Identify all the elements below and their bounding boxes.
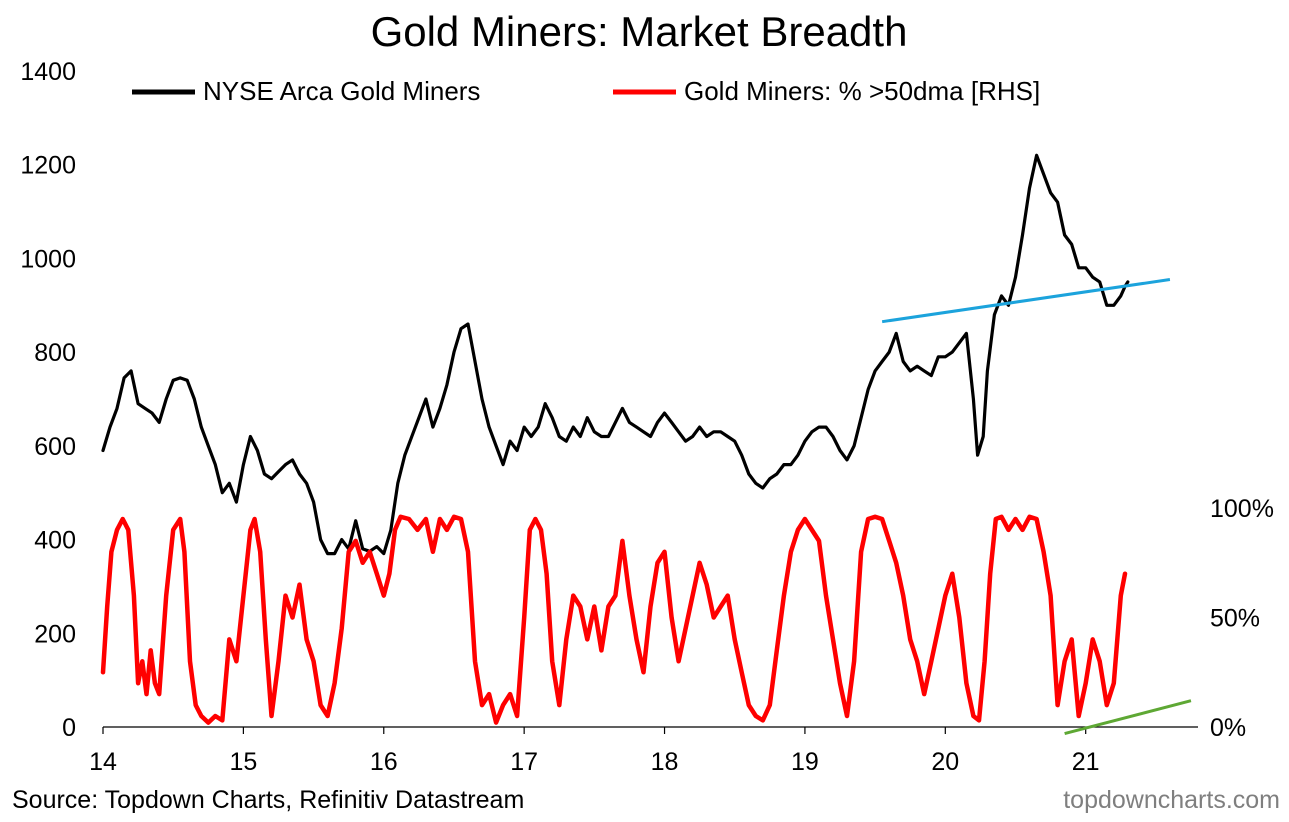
left-tick-label: 200 xyxy=(34,620,76,648)
left-tick-label: 600 xyxy=(34,433,76,461)
x-tick-label: 17 xyxy=(510,748,538,776)
left-y-axis: 0 200 400 600 800 1000 1200 1400 xyxy=(20,58,76,742)
legend-label-gold-miners-index: NYSE Arca Gold Miners xyxy=(203,76,480,106)
trendline-blue xyxy=(881,278,1171,324)
left-tick-label: 1400 xyxy=(20,58,76,86)
right-tick-label: 50% xyxy=(1210,605,1260,633)
legend: NYSE Arca Gold Miners Gold Miners: % >50… xyxy=(132,76,1040,106)
series-line-gold-miners-index xyxy=(101,153,1130,556)
brand-watermark: topdowncharts.com xyxy=(1063,786,1280,814)
legend-label-pct-above-50dma: Gold Miners: % >50dma [RHS] xyxy=(684,76,1040,106)
series-line-pct-above-50dma xyxy=(100,514,1128,725)
left-tick-label: 800 xyxy=(34,339,76,367)
x-tick-label: 20 xyxy=(931,748,959,776)
left-tick-label: 1200 xyxy=(20,152,76,180)
trendline-green xyxy=(1064,699,1192,736)
left-tick-label: 1000 xyxy=(20,245,76,273)
x-tick-label: 14 xyxy=(89,748,117,776)
x-tick-label: 15 xyxy=(229,748,257,776)
right-y-axis: 0% 50% 100% xyxy=(1210,495,1274,742)
chart-title: Gold Miners: Market Breadth xyxy=(371,8,908,55)
x-tick-label: 19 xyxy=(791,748,819,776)
source-note: Source: Topdown Charts, Refinitiv Datast… xyxy=(12,786,524,814)
plot-area xyxy=(100,153,1192,736)
x-tick-label: 16 xyxy=(370,748,398,776)
right-tick-label: 0% xyxy=(1210,714,1246,742)
x-tick-label: 21 xyxy=(1072,748,1100,776)
left-tick-label: 0 xyxy=(62,714,76,742)
x-axis: 14 15 16 17 18 19 20 21 xyxy=(89,726,1198,776)
left-tick-label: 400 xyxy=(34,527,76,555)
right-tick-label: 100% xyxy=(1210,495,1274,523)
x-tick-label: 18 xyxy=(651,748,679,776)
